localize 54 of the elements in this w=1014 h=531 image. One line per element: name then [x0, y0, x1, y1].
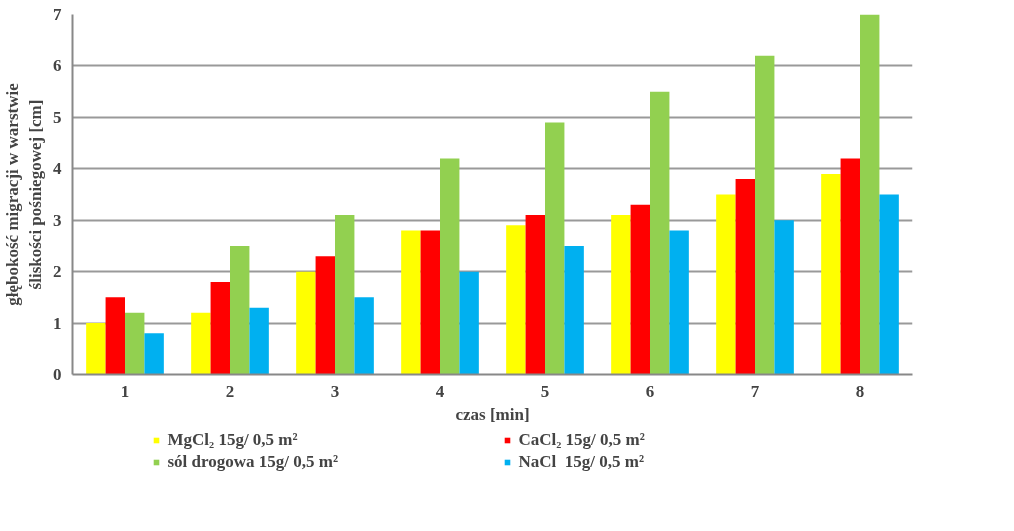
- bar: [630, 204, 650, 375]
- bar: [420, 230, 440, 375]
- bar: [354, 297, 374, 375]
- bar: [774, 220, 794, 375]
- bar: [545, 122, 565, 375]
- bar: [564, 245, 584, 375]
- bar: [860, 14, 880, 375]
- bar: [105, 297, 125, 375]
- x-axis-title: czas [min]: [455, 404, 530, 424]
- y-tick-label: 2: [53, 262, 62, 282]
- y-tick-label: 4: [53, 159, 62, 179]
- bar: [525, 215, 545, 375]
- y-tick-label: 5: [53, 107, 62, 127]
- y-tick-label: 1: [53, 313, 62, 333]
- bar: [191, 312, 211, 375]
- bar: [401, 230, 421, 375]
- x-tick-label: 6: [645, 381, 655, 401]
- bar: [669, 230, 689, 375]
- y-axis-title: głębokość migracji w warstwie śliskości pośniegowej [cm]: [3, 82, 45, 306]
- bar: [335, 215, 355, 375]
- bar: [296, 271, 316, 375]
- bar: [755, 55, 775, 375]
- bar: [86, 323, 106, 375]
- x-tick-label: 1: [120, 381, 130, 401]
- y-tick-label: 6: [53, 56, 62, 76]
- bar: [821, 173, 841, 375]
- bar: [210, 281, 230, 375]
- x-tick-label: 3: [330, 381, 340, 401]
- bar: [125, 312, 145, 375]
- x-tick-label: 2: [225, 381, 235, 401]
- x-tick-label: 4: [435, 381, 445, 401]
- bar: [611, 215, 631, 375]
- bar: [459, 271, 479, 375]
- bar: [249, 307, 269, 375]
- bar: [650, 91, 670, 375]
- legend-label: CaCl₂ 15g/ 0,5 m²: [518, 430, 646, 450]
- bar: [735, 179, 755, 375]
- bar: [506, 225, 526, 375]
- legend-label: MgCl₂ 15g/ 0,5 m²: [167, 430, 299, 450]
- y-tick-label: 7: [53, 5, 62, 24]
- bar: [440, 158, 460, 375]
- bar: [315, 256, 335, 375]
- legend-label: sól drogowa 15g/ 0,5 m²: [167, 452, 340, 472]
- legend-label: NaCl 15g/ 0,5 m²: [518, 452, 645, 472]
- bar: [840, 158, 860, 375]
- bar: [230, 245, 250, 375]
- bar: [879, 194, 899, 375]
- bar: [716, 194, 736, 375]
- x-tick-label: 8: [855, 381, 865, 401]
- x-tick-label: 5: [540, 381, 550, 401]
- bar: [144, 333, 164, 375]
- y-tick-label: 3: [53, 210, 62, 230]
- y-tick-label: 0: [53, 365, 62, 384]
- x-tick-label: 7: [750, 381, 760, 401]
